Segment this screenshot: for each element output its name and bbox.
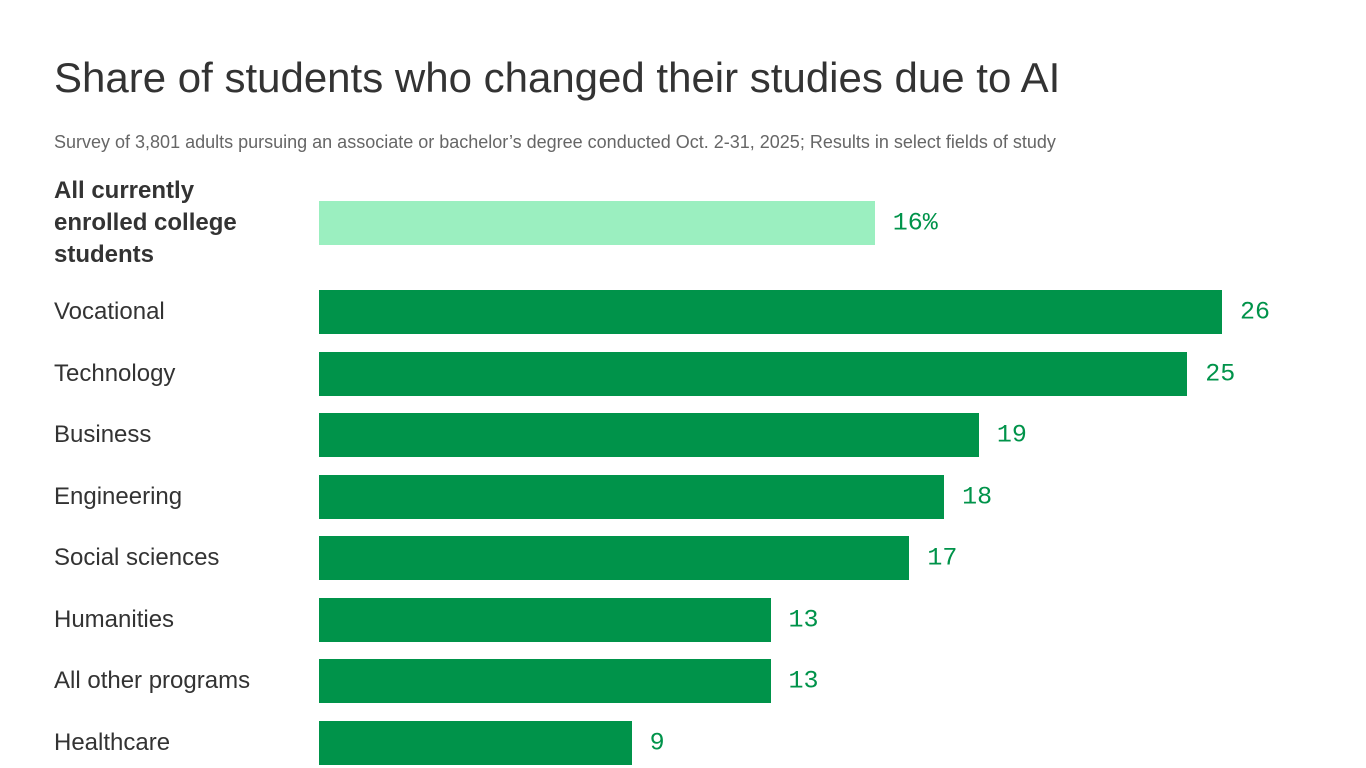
value-label: 25 bbox=[1205, 359, 1236, 388]
value-label: 9 bbox=[649, 728, 665, 757]
value-label: 16% bbox=[892, 208, 938, 238]
bar bbox=[319, 659, 771, 703]
category-label: Business bbox=[54, 421, 152, 448]
value-label: 26 bbox=[1240, 297, 1271, 327]
category-label: Healthcare bbox=[54, 728, 171, 756]
bar bbox=[319, 351, 1188, 396]
value-label: 18 bbox=[962, 482, 993, 511]
category-label: Technology bbox=[54, 359, 176, 387]
category-label: Humanities bbox=[54, 605, 175, 633]
bar bbox=[319, 536, 910, 580]
bar bbox=[319, 597, 771, 642]
bar bbox=[319, 201, 875, 245]
value-label: 13 bbox=[788, 605, 819, 634]
value-label: 19 bbox=[996, 420, 1027, 450]
category-label: All currently enrolled college students bbox=[54, 177, 237, 268]
bar bbox=[319, 290, 1222, 334]
category-label: Social sciences bbox=[54, 544, 220, 571]
value-label: 13 bbox=[788, 666, 819, 696]
chart-title: Share of students who changed their stud… bbox=[54, 54, 1061, 101]
value-label: 17 bbox=[927, 543, 958, 573]
category-label: All other programs bbox=[54, 667, 251, 694]
bar bbox=[319, 720, 632, 765]
category-label: Engineering bbox=[54, 482, 183, 510]
category-label: Vocational bbox=[54, 298, 165, 325]
bar bbox=[319, 474, 945, 519]
bar bbox=[319, 413, 979, 457]
chart-subtitle: Survey of 3,801 adults pursuing an assoc… bbox=[54, 132, 1056, 152]
